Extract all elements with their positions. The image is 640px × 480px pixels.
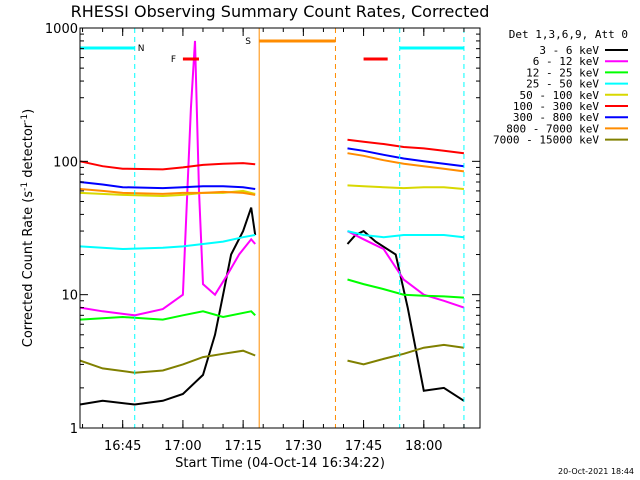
legend-label-8: 7000 - 15000 keV bbox=[493, 134, 599, 147]
series-line-1-1 bbox=[347, 230, 465, 309]
legend-header: Det 1,3,6,9, Att 0 bbox=[509, 28, 628, 41]
y-tick-label-2: 100 bbox=[53, 155, 78, 170]
series-line-2-1 bbox=[347, 278, 464, 299]
y-axis-label: Corrected Count Rate (s-1 detector-1) bbox=[20, 109, 36, 347]
series-line-8-1 bbox=[347, 343, 465, 366]
series-line-3-0 bbox=[79, 234, 256, 251]
legend-label-5: 100 - 300 keV bbox=[513, 100, 599, 113]
series-line-5-0 bbox=[79, 160, 256, 171]
y-tick-label-1: 10 bbox=[61, 289, 78, 304]
series-line-6-1 bbox=[347, 147, 465, 168]
series-line-0-0 bbox=[79, 207, 257, 406]
saa-label: S bbox=[245, 37, 251, 47]
legend-label-4: 50 - 100 keV bbox=[520, 89, 600, 102]
chart-title: RHESSI Observing Summary Count Rates, Co… bbox=[71, 2, 490, 21]
y-tick-label-3: 1000 bbox=[45, 22, 78, 37]
legend-label-3: 25 - 50 keV bbox=[526, 78, 599, 91]
x-tick-label-2: 17:15 bbox=[224, 439, 261, 454]
flare-label: F bbox=[171, 55, 176, 65]
footer-date: 20-Oct-2021 18:44 bbox=[558, 467, 634, 476]
series-line-4-1 bbox=[347, 184, 464, 190]
legend-label-7: 800 - 7000 keV bbox=[506, 122, 599, 135]
plot-area: N F S bbox=[79, 28, 465, 428]
series-line-6-0 bbox=[79, 181, 256, 190]
y-tick-label-0: 1 bbox=[70, 422, 78, 437]
x-tick-label-0: 16:45 bbox=[104, 439, 141, 454]
series-line-8-0 bbox=[79, 349, 256, 374]
night-label: N bbox=[138, 44, 145, 54]
x-axis: 16:45 17:00 17:15 17:30 17:45 18:00 bbox=[82, 28, 465, 454]
x-tick-label-3: 17:30 bbox=[285, 439, 322, 454]
series-line-1-0 bbox=[79, 40, 256, 317]
series-line-3-1 bbox=[347, 230, 465, 239]
series-line-2-0 bbox=[79, 310, 256, 321]
legend-label-0: 3 - 6 keV bbox=[539, 44, 599, 57]
x-axis-label: Start Time (04-Oct-14 16:34:22) bbox=[175, 456, 385, 471]
series-line-7-0 bbox=[79, 188, 256, 196]
legend-label-1: 6 - 12 keV bbox=[533, 55, 600, 68]
legend-label-6: 300 - 800 keV bbox=[513, 111, 599, 124]
legend-label-2: 12 - 25 keV bbox=[526, 66, 599, 79]
series-line-5-1 bbox=[347, 138, 465, 155]
series-line-7-1 bbox=[347, 152, 465, 173]
x-tick-label-5: 18:00 bbox=[405, 439, 442, 454]
series-line-0-1 bbox=[346, 229, 465, 402]
x-tick-label-1: 17:00 bbox=[164, 439, 201, 454]
x-tick-label-4: 17:45 bbox=[345, 439, 382, 454]
plot-frame bbox=[79, 27, 481, 429]
y-axis: 1 10 100 1000 bbox=[45, 22, 480, 437]
